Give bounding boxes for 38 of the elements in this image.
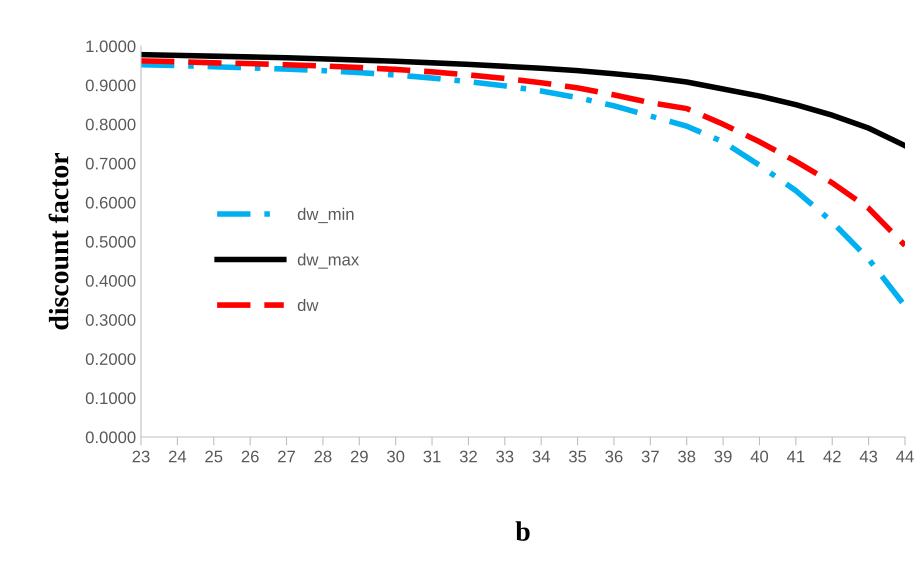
y-tick-label: 0.9000 — [86, 80, 136, 92]
y-tick-label: 0.8000 — [86, 118, 136, 130]
y-tick-label: 0.2000 — [86, 353, 136, 366]
y-tick-label: 0.4000 — [86, 275, 136, 287]
x-tick-label: 23 — [132, 450, 150, 462]
x-tick-label: 42 — [823, 450, 841, 462]
legend-label: dw_max — [298, 253, 359, 269]
x-tick-label: 29 — [350, 450, 368, 462]
x-tick-label: 24 — [168, 450, 186, 462]
x-tick-label: 30 — [387, 450, 404, 462]
x-tick-label: 28 — [314, 450, 332, 462]
x-tick-label: 34 — [532, 450, 550, 462]
x-tick-label: 44 — [896, 450, 914, 462]
y-tick-label: 0.6000 — [86, 196, 136, 209]
x-axis-title: b — [516, 521, 530, 541]
x-tick-label: 33 — [496, 450, 514, 462]
x-tick-label: 41 — [786, 450, 804, 462]
y-tick-label: 1.0000 — [86, 40, 136, 52]
legend-label: dw_min — [298, 208, 354, 224]
y-axis-title: discount factor — [48, 152, 68, 330]
x-tick-label: 38 — [678, 450, 696, 462]
x-tick-label: 27 — [278, 450, 295, 462]
legend-label: dw — [298, 298, 318, 312]
x-tick-label: 40 — [750, 450, 768, 462]
y-tick-label: 0.5000 — [86, 236, 136, 248]
x-tick-label: 35 — [568, 450, 586, 462]
x-tick-label: 26 — [242, 450, 259, 462]
x-tick-label: 32 — [460, 450, 477, 462]
x-tick-label: 37 — [642, 450, 659, 462]
y-tick-label: 0.3000 — [86, 314, 136, 326]
x-tick-label: 36 — [605, 450, 622, 462]
x-tick-label: 43 — [860, 450, 878, 462]
y-tick-label: 0.7000 — [86, 158, 136, 170]
x-tick-label: 31 — [423, 450, 441, 462]
y-tick-label: 0.1000 — [86, 392, 136, 404]
y-tick-label: 0.0000 — [86, 431, 136, 444]
x-tick-label: 25 — [205, 450, 222, 462]
x-tick-label: 39 — [714, 450, 732, 462]
